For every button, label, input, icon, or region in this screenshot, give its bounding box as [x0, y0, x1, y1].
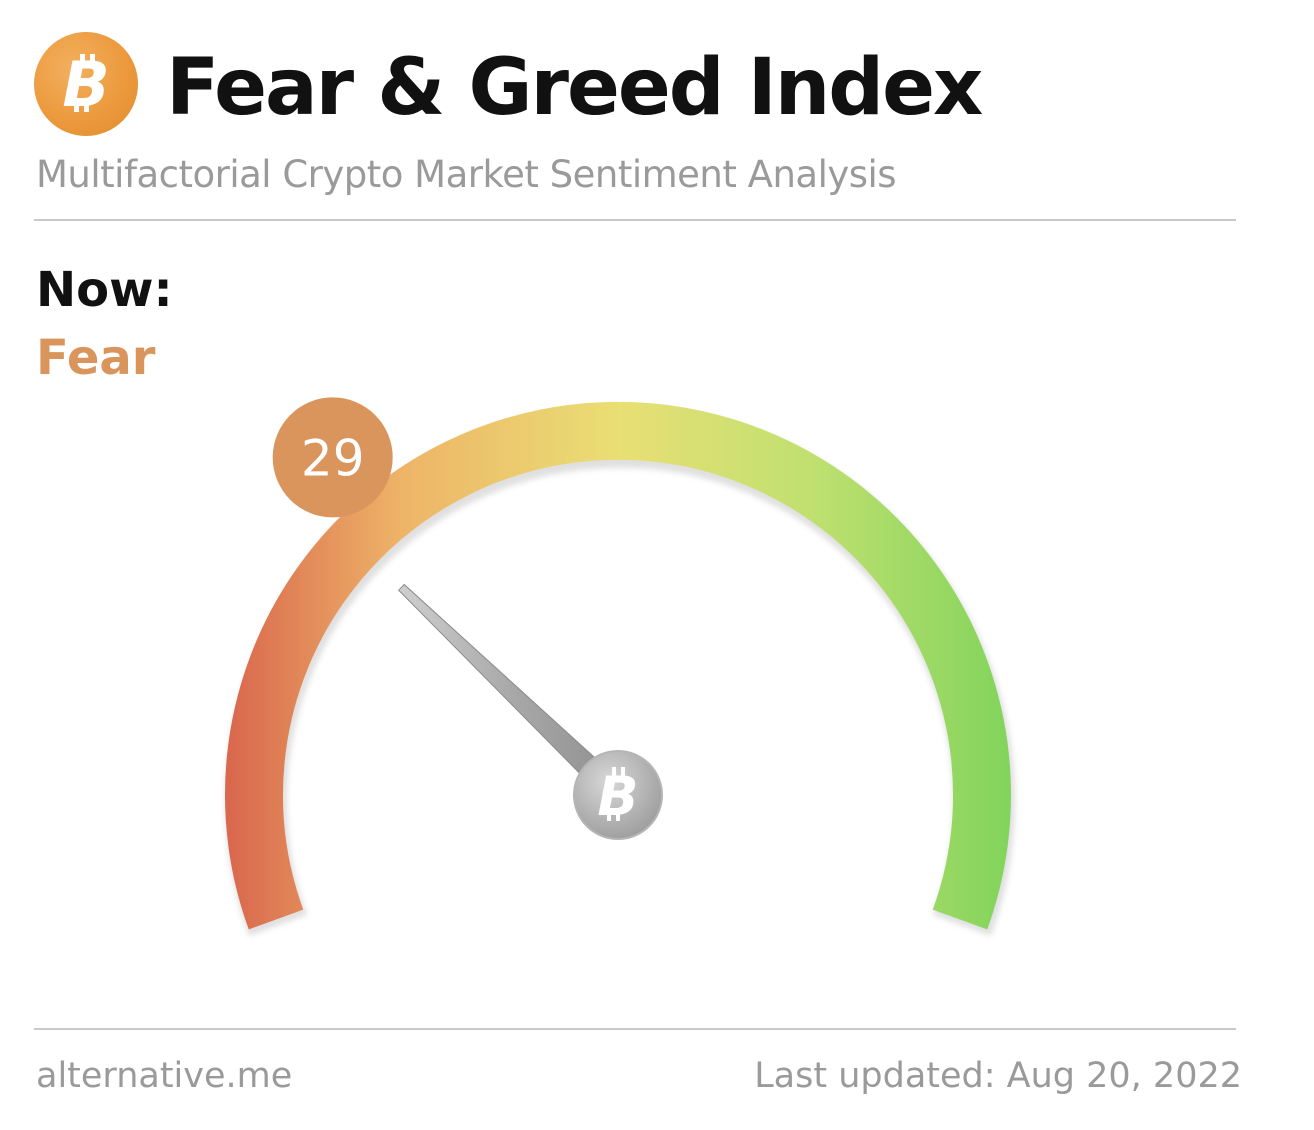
- page-subtitle: Multifactorial Crypto Market Sentiment A…: [36, 153, 897, 196]
- last-updated: Last updated: Aug 20, 2022: [754, 1056, 1242, 1096]
- value-badge: 29: [272, 397, 393, 518]
- fear-greed-gauge: B 29: [225, 397, 1015, 937]
- header-divider: [34, 219, 1236, 221]
- bitcoin-icon: B: [62, 48, 109, 121]
- gauge-hub: B: [573, 750, 663, 840]
- now-label: Now:: [36, 262, 173, 318]
- source-link[interactable]: alternative.me: [36, 1056, 293, 1096]
- page-title: Fear & Greed Index: [166, 43, 983, 133]
- gauge-arc: [225, 401, 1011, 930]
- gauge-value: 29: [301, 429, 365, 487]
- bitcoin-logo: B: [34, 32, 138, 136]
- sentiment-classification: Fear: [36, 330, 156, 386]
- bitcoin-icon: B: [597, 765, 638, 828]
- footer-divider: [34, 1028, 1236, 1030]
